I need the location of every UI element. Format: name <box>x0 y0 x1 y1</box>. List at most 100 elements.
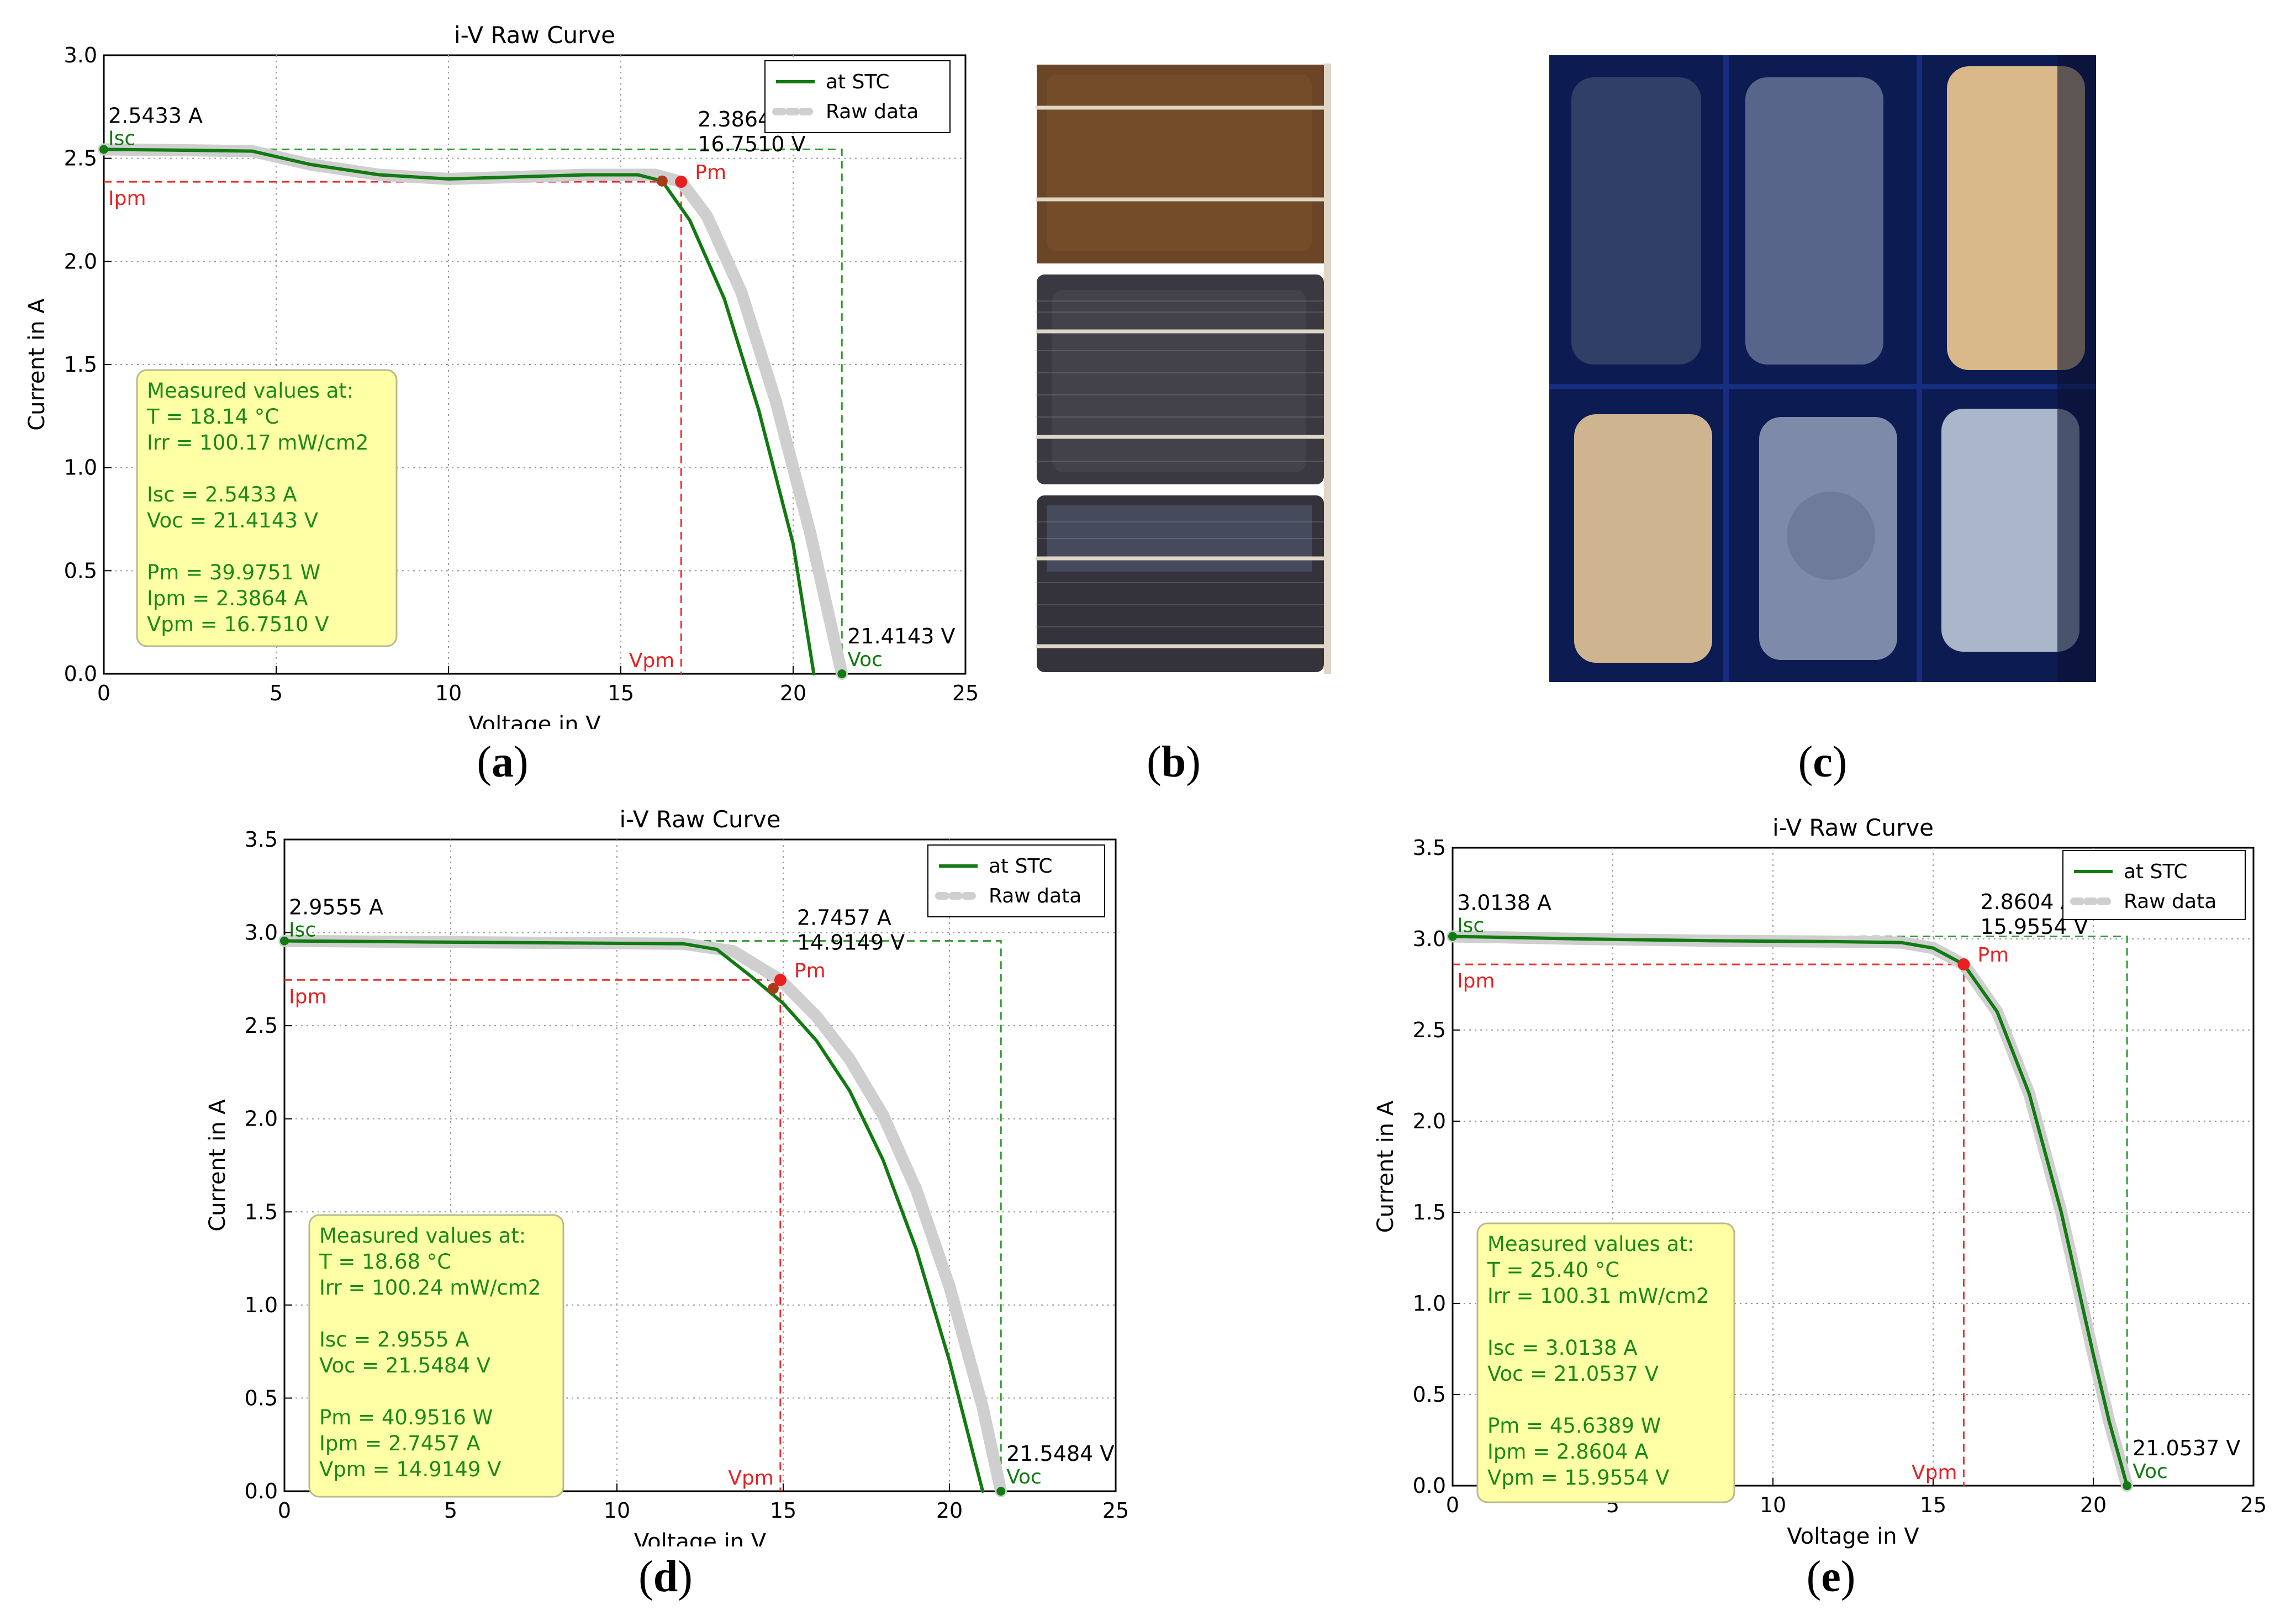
cell-top <box>1037 65 1324 263</box>
chart-a-voc-point <box>837 669 847 678</box>
chart-a-title: i-V Raw Curve <box>454 22 615 49</box>
chart-e-legend-label-stc: at STC <box>2124 860 2188 883</box>
chart-d-xtick-label: 0 <box>278 1498 291 1523</box>
chart-e-pm-point <box>1957 958 1970 971</box>
chart-e-voc-point <box>2123 1481 2132 1490</box>
chart-e-isc-voc-guide <box>1453 935 2128 1486</box>
iv-chart-a: i-V Raw Curve 0 5 10 15 20 25 0.0 0.5 1.0 1.5 2.0 2.… <box>24 22 979 729</box>
caption-e: (e) <box>1806 1553 1856 1601</box>
chart-d-isc-value: 2.9555 A <box>289 895 383 920</box>
chart-e-xtick-label: 10 <box>1760 1493 1786 1517</box>
chart-a-xlabel: Voltage in V <box>468 712 601 729</box>
chart-e-info-line: Vpm = 15.9554 V <box>1487 1466 1669 1490</box>
cell-middle <box>1037 274 1324 484</box>
chart-a-xtick-label: 0 <box>97 681 110 705</box>
el-gridlines <box>1549 55 2096 682</box>
chart-d-xlabel: Voltage in V <box>634 1529 767 1546</box>
chart-e-ytick-label: 1.0 <box>1413 1291 1446 1316</box>
chart-e-isc-point <box>1448 932 1457 941</box>
chart-e-xtick-label: 0 <box>1446 1493 1459 1517</box>
el-cells <box>1571 66 2085 663</box>
chart-e-info-box <box>1476 1222 1735 1503</box>
chart-e-pm-current: 2.8604 A <box>1980 890 2075 914</box>
chart-e-ytick-label: 3.5 <box>1413 836 1446 860</box>
caption-d: (d) <box>638 1553 693 1601</box>
chart-d-isc-tag: Isc <box>289 919 316 942</box>
chart-d-xtick-label: 20 <box>936 1498 963 1523</box>
chart-d-ytick-label: 0.5 <box>245 1386 278 1410</box>
chart-d-legend-label-raw: Raw data <box>989 885 1081 907</box>
chart-e-xtick-label: 15 <box>1920 1493 1946 1517</box>
chart-d-info-line: Measured values at: <box>319 1224 526 1248</box>
chart-e-xtick-label: 20 <box>2080 1493 2107 1517</box>
chart-a-legend-label-raw: Raw data <box>826 101 919 123</box>
chart-e-ylabel: Current in A <box>1373 1100 1398 1233</box>
chart-d-ytick-label: 1.5 <box>245 1200 278 1224</box>
chart-a-info-line: Isc = 2.5433 A <box>147 483 297 506</box>
chart-d-info-line: T = 18.68 °C <box>319 1250 451 1274</box>
chart-d-voc-tag: Voc <box>1006 1466 1042 1488</box>
chart-d-ytick-label: 0.0 <box>245 1479 278 1503</box>
chart-e-ytick-label: 2.0 <box>1413 1109 1446 1133</box>
chart-e-pm-tag: Pm <box>1977 944 2009 967</box>
chart-e-ytick-label: 1.5 <box>1413 1200 1446 1224</box>
chart-a-isc-value: 2.5433 A <box>108 104 203 128</box>
chart-a-xtick-label: 25 <box>952 681 979 705</box>
chart-e-info-line: Ipm = 2.8604 A <box>1487 1440 1649 1464</box>
chart-d-xtick-label: 5 <box>444 1498 457 1523</box>
chart-a-ytick-label: 1.0 <box>64 456 97 480</box>
chart-d-pm-point <box>774 974 787 986</box>
chart-e-ytick-label: 2.5 <box>1413 1018 1446 1042</box>
busbars <box>1036 105 1331 648</box>
chart-d-ytick-label: 3.0 <box>245 921 278 945</box>
chart-e-ytick-label: 0.5 <box>1413 1382 1446 1407</box>
chart-a-isc-point <box>99 145 108 154</box>
chart-a-info-line: Irr = 100.17 mW/cm2 <box>147 431 368 455</box>
chart-e-ytick-label: 3.0 <box>1413 927 1446 951</box>
chart-a-xtick-label: 10 <box>435 681 462 705</box>
chart-a-ytick-label: 2.5 <box>64 146 97 171</box>
chart-a-info-line: Measured values at: <box>147 379 353 403</box>
chart-a-ytick-label: 2.0 <box>64 249 97 273</box>
chart-a-ylabel: Current in A <box>24 298 50 431</box>
chart-a-info-line: Vpm = 16.7510 V <box>147 613 329 636</box>
chart-d-pm-current: 2.7457 A <box>797 905 891 930</box>
chart-a-legend-label-stc: at STC <box>826 71 890 93</box>
chart-d-info-line: Vpm = 14.9149 V <box>319 1458 501 1481</box>
chart-d-isc-point <box>280 936 289 946</box>
chart-a-info-line: T = 18.14 °C <box>146 405 279 429</box>
chart-a-series-at-stc <box>102 147 816 675</box>
chart-a-voc-value: 21.4143 V <box>847 624 955 648</box>
chart-e-info-line: Irr = 100.31 mW/cm2 <box>1487 1284 1709 1308</box>
chart-a-isc-voc-guide <box>104 149 843 674</box>
chart-d-stc-mpp-point <box>767 983 779 994</box>
chart-a-vpm-tag: Vpm <box>629 650 675 672</box>
chart-d-xtick-label: 10 <box>604 1498 630 1523</box>
chart-d-info-line: Ipm = 2.7457 A <box>319 1432 481 1455</box>
chart-e-info-line: Isc = 3.0138 A <box>1487 1336 1638 1360</box>
chart-d-series-at-stc <box>283 939 985 1493</box>
chart-d-info-line: Pm = 40.9516 W <box>319 1406 493 1429</box>
chart-a-info-line: Pm = 39.9751 W <box>147 561 320 584</box>
chart-d-ytick-label: 2.5 <box>245 1013 278 1038</box>
chart-a-legend-box <box>764 60 951 133</box>
chart-e-voc-value: 21.0537 V <box>2133 1436 2240 1460</box>
chart-a-ipm-tag: Ipm <box>108 187 146 210</box>
chart-e-legend-label-raw: Raw data <box>2124 890 2216 913</box>
chart-a-info-line: Ipm = 2.3864 A <box>147 587 308 610</box>
chart-d-voc-value: 21.5484 V <box>1006 1442 1114 1466</box>
chart-e-isc-value: 3.0138 A <box>1457 890 1551 915</box>
chart-d-ytick-label: 3.5 <box>245 827 278 852</box>
chart-a-info-box <box>136 369 398 647</box>
fingers <box>1036 300 1331 627</box>
photo-cells-closeup <box>1036 64 1331 674</box>
chart-e-legend-box <box>2062 850 2246 920</box>
chart-a-xtick-label: 20 <box>780 681 806 705</box>
caption-a: (a) <box>477 738 529 786</box>
caption-c: (c) <box>1798 738 1848 786</box>
chart-e-xtick-label: 25 <box>2240 1493 2267 1517</box>
chart-d-info-line: Voc = 21.5484 V <box>319 1354 490 1377</box>
chart-d-ylabel: Current in A <box>205 1099 230 1232</box>
chart-a-isc-tag: Isc <box>108 128 135 150</box>
